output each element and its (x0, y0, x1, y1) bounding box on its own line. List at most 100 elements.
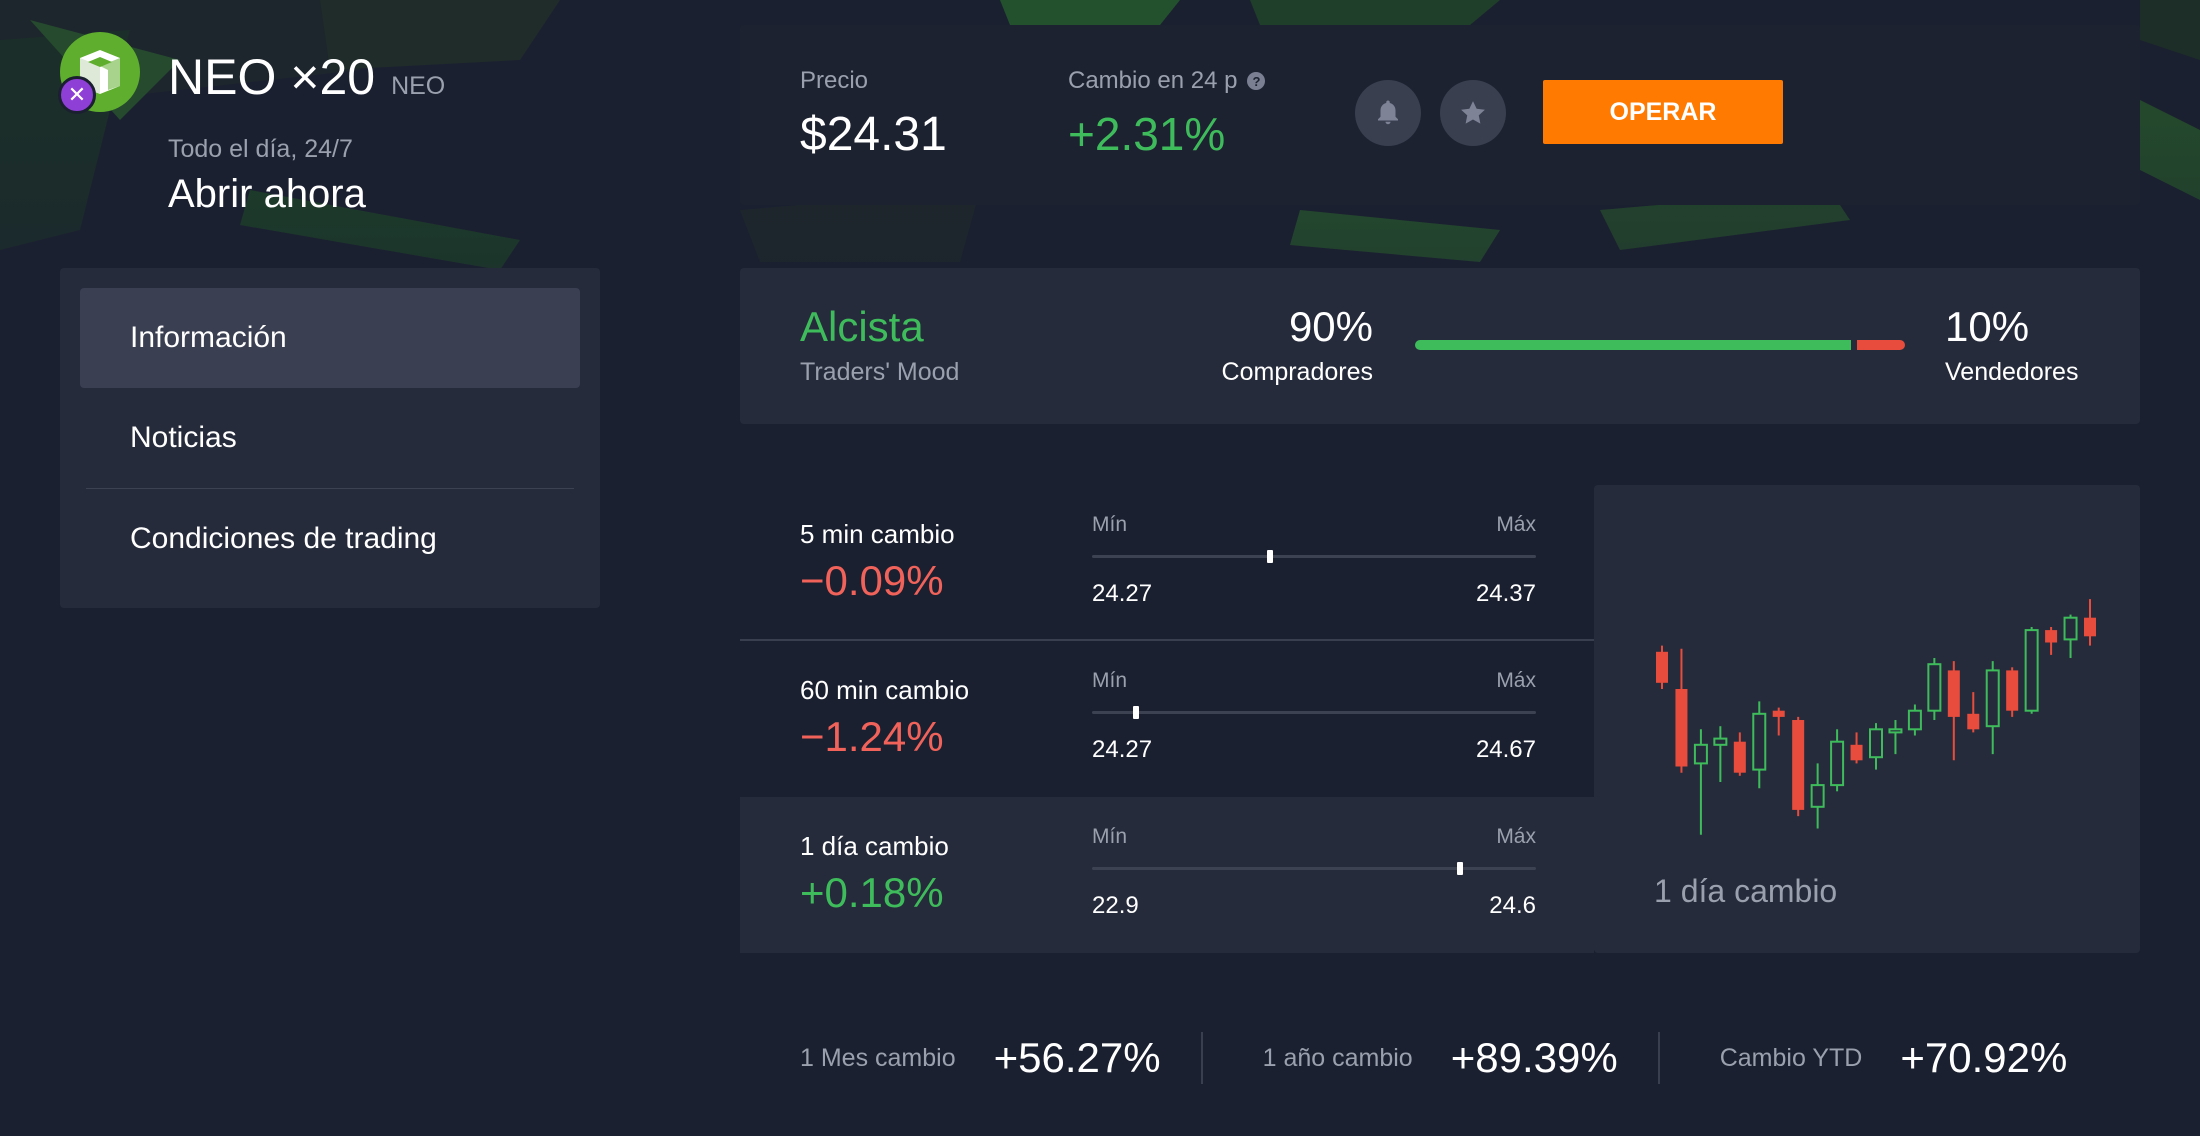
range-label: 1 día cambio (800, 831, 949, 861)
candle-body (1947, 670, 1960, 717)
range-track (1092, 550, 1536, 563)
candle-body (1693, 743, 1708, 765)
range-max-value: 24.37 (1475, 580, 1536, 607)
mood-bar (1415, 340, 1905, 350)
candle-body (1792, 720, 1805, 810)
close-badge-icon[interactable]: ✕ (58, 76, 96, 114)
change-24h-label: Cambio en 24 p (1068, 67, 1238, 94)
sidebar-item-noticias[interactable]: Noticias (130, 421, 237, 454)
sellers-label: Vendedores (1945, 358, 2079, 386)
candle-body (1830, 740, 1845, 787)
candle (1907, 704, 1922, 736)
candle (1947, 661, 1960, 761)
candle (1850, 732, 1863, 764)
buyers-percent: 90% (1288, 303, 1373, 350)
range-change: −1.24% (800, 713, 944, 760)
candle-body (1733, 741, 1746, 773)
range-row-1day: 1 día cambio +0.18% Mín Máx 22.9 24.6 (740, 797, 1594, 953)
range-min-value: 24.27 (1092, 580, 1153, 607)
candle-body (1850, 744, 1863, 761)
range-min-label: Mín (1092, 669, 1128, 692)
traders-mood-panel: Alcista Traders' Mood 90% Compradores 10… (740, 268, 2140, 424)
range-change: −0.09% (800, 557, 944, 604)
candle (1888, 720, 1903, 755)
candle-body (2006, 670, 2019, 711)
candlestick-svg (1656, 599, 2096, 835)
asset-ticker: NEO (391, 72, 446, 100)
candle (1792, 716, 1805, 817)
candle-body (1869, 728, 1883, 759)
asset-logo: ✕ (58, 32, 140, 114)
candle (2045, 627, 2058, 655)
range-change: +0.18% (800, 869, 944, 916)
candle-body (1675, 689, 1688, 767)
range-label: 5 min cambio (800, 519, 955, 549)
favorite-button[interactable] (1440, 80, 1506, 146)
range-max-label: Máx (1496, 513, 1536, 536)
candle (2084, 599, 2096, 646)
candle (1772, 707, 1785, 736)
mood-bar-buyers (1415, 340, 1851, 350)
candle-body (1927, 663, 1942, 712)
candle-body (1888, 728, 1903, 734)
candle (1752, 701, 1767, 789)
change-24h-block: Cambio en 24 p ? +2.31% (1068, 67, 1266, 161)
range-track (1092, 862, 1536, 875)
range-min-label: Mín (1092, 825, 1128, 848)
help-icon[interactable]: ? (1247, 72, 1266, 90)
candle (1985, 661, 2000, 755)
candle-body (2024, 629, 2039, 712)
range-slider: Mín Máx 24.27 24.67 (1092, 669, 1536, 764)
market-status: Abrir ahora (168, 172, 366, 216)
stat-month: 1 Mes cambio +56.27% (740, 1032, 1201, 1084)
range-row-60min: 60 min cambio −1.24% Mín Máx 24.27 24.67 (740, 641, 1594, 797)
candle (1656, 645, 1668, 689)
candle (2063, 614, 2078, 658)
price-value: $24.31 (800, 108, 947, 161)
period-stats: 1 Mes cambio +56.27% 1 año cambio +89.39… (740, 1020, 2140, 1096)
range-max-value: 24.67 (1475, 736, 1536, 763)
candle-body (1907, 709, 1922, 731)
stat-label: Cambio YTD (1719, 1043, 1863, 1072)
star-icon (1461, 101, 1485, 124)
candle (2006, 667, 2019, 717)
sidebar-item-condiciones[interactable]: Condiciones de trading (130, 522, 437, 555)
stat-label: 1 año cambio (1262, 1043, 1413, 1072)
alert-button[interactable] (1355, 80, 1421, 146)
candle (1733, 732, 1746, 776)
range-slider: Mín Máx 24.27 24.37 (1092, 513, 1536, 608)
range-thumb (1266, 550, 1273, 563)
sidebar-item-informacion[interactable]: Información (80, 288, 580, 388)
candle-body (1967, 713, 1980, 730)
bell-icon (1378, 100, 1398, 125)
range-min-label: Mín (1092, 513, 1128, 536)
sidebar-divider (86, 488, 574, 489)
sellers-percent: 10% (1945, 303, 2030, 350)
stat-label: 1 Mes cambio (800, 1043, 956, 1072)
range-max-label: Máx (1496, 669, 1536, 692)
change-24h-value: +2.31% (1068, 108, 1226, 160)
stat-ytd: Cambio YTD +70.92% (1657, 1032, 2108, 1084)
candle-body (1772, 710, 1785, 717)
asset-name: NEO ×20 (168, 49, 376, 105)
candle-body (2084, 617, 2096, 637)
candle (1967, 692, 1980, 733)
candle (1830, 729, 1845, 792)
trade-button[interactable]: OPERAR (1543, 80, 1783, 144)
range-label: 60 min cambio (800, 675, 970, 705)
sidebar-menu: Información Noticias Condiciones de trad… (60, 268, 600, 608)
stat-year: 1 año cambio +89.39% (1200, 1032, 1658, 1084)
range-track (1092, 706, 1536, 719)
candle (2024, 627, 2039, 714)
price-panel: Precio $24.31 Cambio en 24 p ? +2.31% OP… (740, 25, 2140, 205)
candle-body (1752, 712, 1767, 771)
mood-bar-sellers (1856, 340, 1905, 350)
candle-body (1985, 669, 2000, 728)
range-row-5min: 5 min cambio −0.09% Mín Máx 24.27 24.37 (740, 485, 1594, 641)
stat-value: +89.39% (1450, 1034, 1618, 1081)
candle (1675, 648, 1688, 773)
candle (1927, 658, 1942, 720)
range-max-value: 24.6 (1489, 892, 1536, 919)
candle (1693, 729, 1708, 835)
stat-value: +70.92% (1900, 1034, 2068, 1081)
